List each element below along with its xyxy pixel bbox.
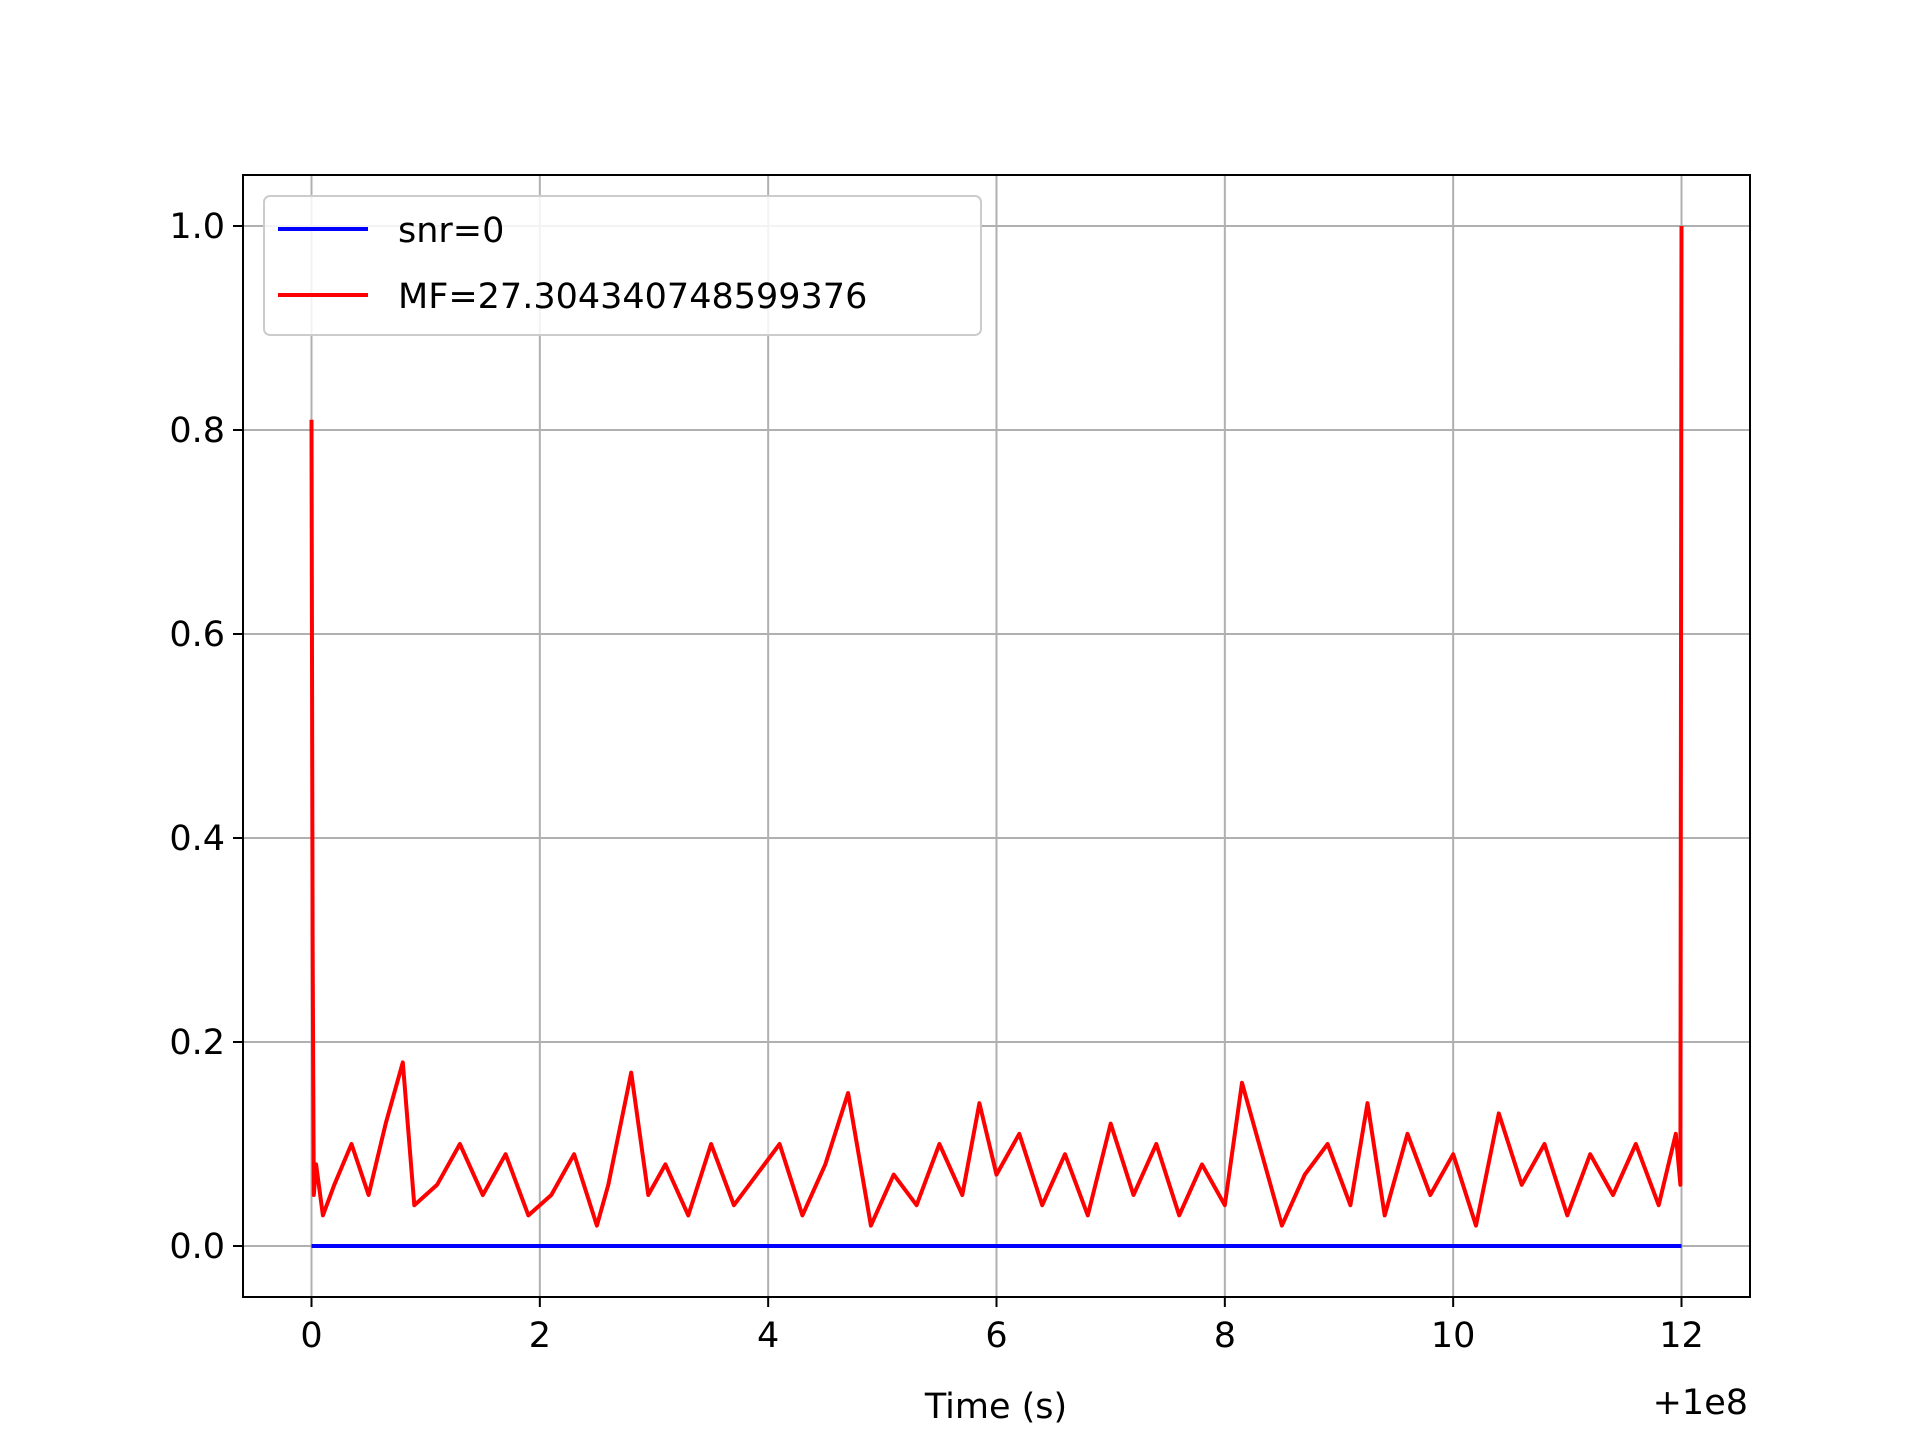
y-tick-label: 0.2 [169, 1023, 225, 1063]
x-offset-label: +1e8 [1653, 1383, 1748, 1423]
x-tick-label: 10 [1431, 1316, 1476, 1356]
x-tick-label: 0 [300, 1316, 322, 1356]
ticks: 0 2 4 6 8 10 12 0.0 0.2 0.4 0.6 0.8 1.0 [169, 207, 1703, 1356]
x-tick-label: 4 [757, 1316, 779, 1356]
y-tick-label: 0.8 [169, 411, 225, 451]
legend-box [263, 195, 982, 336]
x-tick-label: 2 [529, 1316, 551, 1356]
x-tick-label: 12 [1659, 1316, 1704, 1356]
x-tick-label: 6 [985, 1316, 1007, 1356]
x-tick-label: 8 [1214, 1316, 1236, 1356]
legend: snr=0 MF=27.304340748599376 [263, 195, 982, 336]
x-axis-title: Time (s) [924, 1387, 1067, 1427]
legend-label-mf: MF=27.304340748599376 [398, 277, 867, 317]
legend-label-snr: snr=0 [398, 211, 504, 251]
y-tick-label: 1.0 [169, 207, 225, 247]
plot-series [309, 225, 1684, 1248]
y-tick-label: 0.0 [169, 1227, 225, 1267]
series-line-1 [309, 225, 1684, 1228]
y-tick-label: 0.4 [169, 819, 225, 859]
y-tick-label: 0.6 [169, 615, 225, 655]
